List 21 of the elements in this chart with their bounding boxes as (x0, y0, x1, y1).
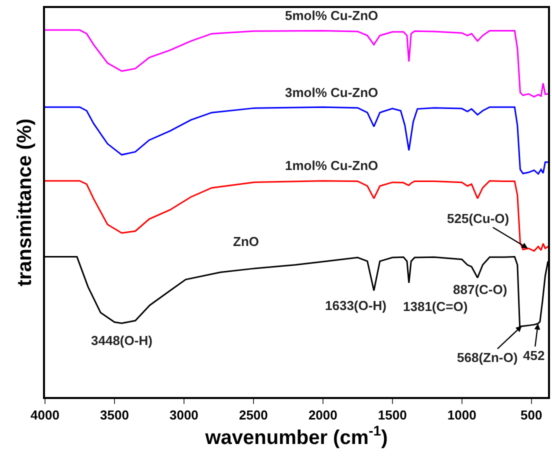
x-tick-label: 4000 (30, 408, 60, 423)
annotation: 452 (523, 348, 545, 363)
x-tick-label: 500 (520, 408, 542, 423)
x-axis-title: wavenumber (cm$^{-1}$) (204, 422, 388, 449)
series-label: 3mol% Cu-ZnO (285, 85, 378, 100)
annotation: 525(Cu-O) (447, 211, 510, 226)
x-tick-label: 3000 (169, 408, 198, 423)
annotation: 1633(O-H) (325, 298, 386, 313)
x-tick-label: 2000 (308, 408, 338, 423)
x-tick-label: 1500 (378, 408, 407, 423)
annotation: 1381(C=O) (403, 299, 468, 314)
series-label: ZnO (233, 234, 259, 249)
x-tick-label: 1000 (447, 408, 476, 423)
series-label: 1mol% Cu-ZnO (285, 158, 378, 173)
y-axis-title: transmittance (%) (14, 118, 36, 286)
annotation: 568(Zn-O) (457, 350, 518, 365)
x-tick-label: 2500 (238, 408, 268, 423)
annotation: 3448(O-H) (91, 333, 152, 348)
series-label: 5mol% Cu-ZnO (285, 8, 378, 23)
x-tick-label: 3500 (100, 408, 129, 423)
annotation: 887(C-O) (453, 282, 508, 297)
